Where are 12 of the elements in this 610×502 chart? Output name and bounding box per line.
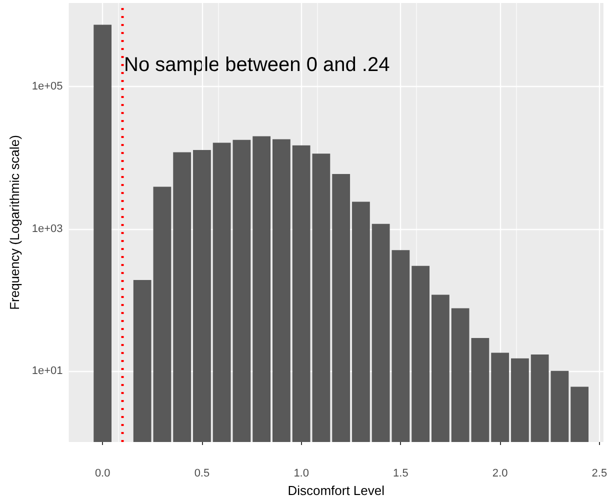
y-tick-label: 1e+01 xyxy=(32,364,63,377)
x-axis-title: Discomfort Level xyxy=(288,483,385,498)
x-tick-label: 2.5 xyxy=(592,468,608,480)
y-tick-label: 1e+03 xyxy=(32,222,63,235)
x-tick-label: 2.0 xyxy=(492,468,508,480)
x-tick-label: 0.5 xyxy=(194,468,210,480)
x-tick-label: 1.5 xyxy=(393,468,408,480)
annotation: No sample between 0 and .24 xyxy=(124,54,390,76)
y-axis-title: Frequency (Logarithmic scale) xyxy=(7,135,22,310)
y-tick-label: 1e+05 xyxy=(32,80,63,93)
x-tick-label: 0.0 xyxy=(94,468,110,480)
x-tick-label: 1.0 xyxy=(294,468,309,480)
